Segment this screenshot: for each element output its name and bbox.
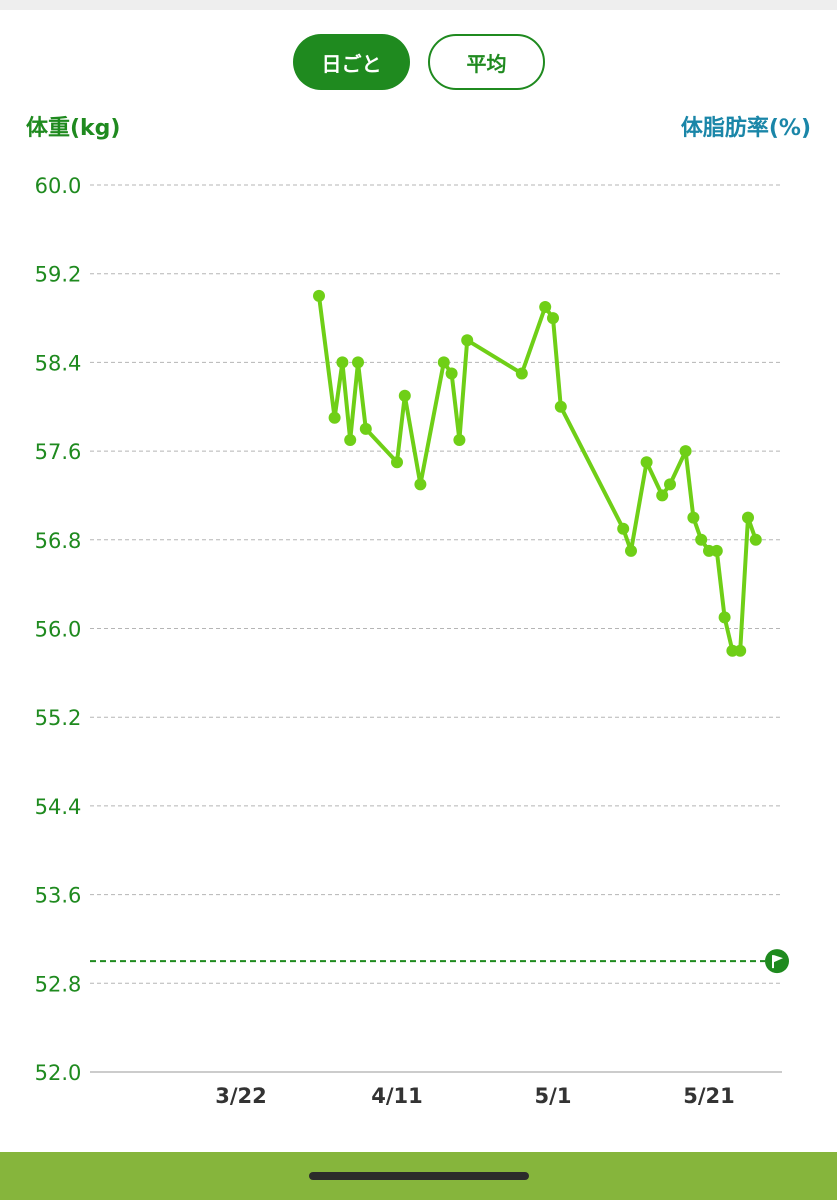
y-tick-label: 56.0 [35, 618, 82, 642]
y-tick-label: 52.8 [35, 972, 82, 996]
data-point [515, 367, 528, 380]
data-point [391, 456, 403, 469]
data-point [336, 356, 349, 369]
data-point [687, 511, 700, 524]
data-point [625, 544, 637, 557]
data-point [437, 356, 450, 369]
data-point [664, 478, 676, 491]
body-fat-axis-title: 体脂肪率(%) [680, 116, 811, 141]
data-point [453, 434, 466, 446]
y-tick-label: 60.0 [35, 174, 82, 198]
data-point [554, 400, 567, 413]
data-point [359, 422, 372, 435]
status-bar-strip [0, 0, 837, 10]
data-point [344, 434, 357, 446]
y-tick-label: 53.6 [35, 884, 82, 908]
data-point [398, 389, 411, 402]
data-point [742, 511, 754, 524]
data-point [461, 334, 474, 347]
data-point [656, 489, 669, 502]
y-tick-label: 52.0 [35, 1061, 82, 1085]
data-point [640, 456, 653, 469]
bottom-navigation-bar [0, 1152, 837, 1200]
x-tick-label: 5/1 [535, 1084, 572, 1108]
tab-average[interactable]: 平均 [428, 34, 545, 90]
data-point [352, 356, 364, 369]
data-point [617, 522, 630, 535]
data-point [547, 312, 559, 325]
y-tick-label: 54.4 [35, 795, 82, 819]
data-point [414, 478, 427, 491]
goal-flag-icon [765, 949, 789, 974]
x-tick-label: 4/11 [371, 1084, 423, 1108]
data-point [710, 544, 723, 557]
x-tick-label: 3/22 [215, 1084, 267, 1108]
data-point [734, 644, 747, 657]
data-point [679, 445, 692, 458]
home-indicator[interactable] [309, 1172, 529, 1180]
data-point [313, 289, 325, 302]
y-tick-label: 58.4 [35, 351, 82, 375]
data-point [445, 367, 458, 380]
weight-axis-title: 体重(kg) [26, 116, 121, 141]
weight-chart: 60.0 59.2 58.4 57.6 56.8 56.0 55.2 54.4 53.6 52.8… [35, 174, 789, 1108]
flag-cloth [774, 955, 783, 963]
y-tick-label: 57.6 [35, 440, 82, 464]
x-tick-label: 5/21 [683, 1084, 735, 1108]
y-tick-label: 55.2 [35, 706, 82, 730]
data-point [539, 301, 552, 313]
data-point [718, 611, 731, 624]
data-point [695, 533, 708, 546]
weight-series-line [317, 293, 758, 653]
y-tick-label: 59.2 [35, 263, 82, 287]
tab-daily[interactable]: 日ごと [293, 34, 410, 90]
data-point [328, 411, 341, 424]
y-tick-label: 56.8 [35, 529, 82, 553]
data-point [749, 533, 762, 546]
